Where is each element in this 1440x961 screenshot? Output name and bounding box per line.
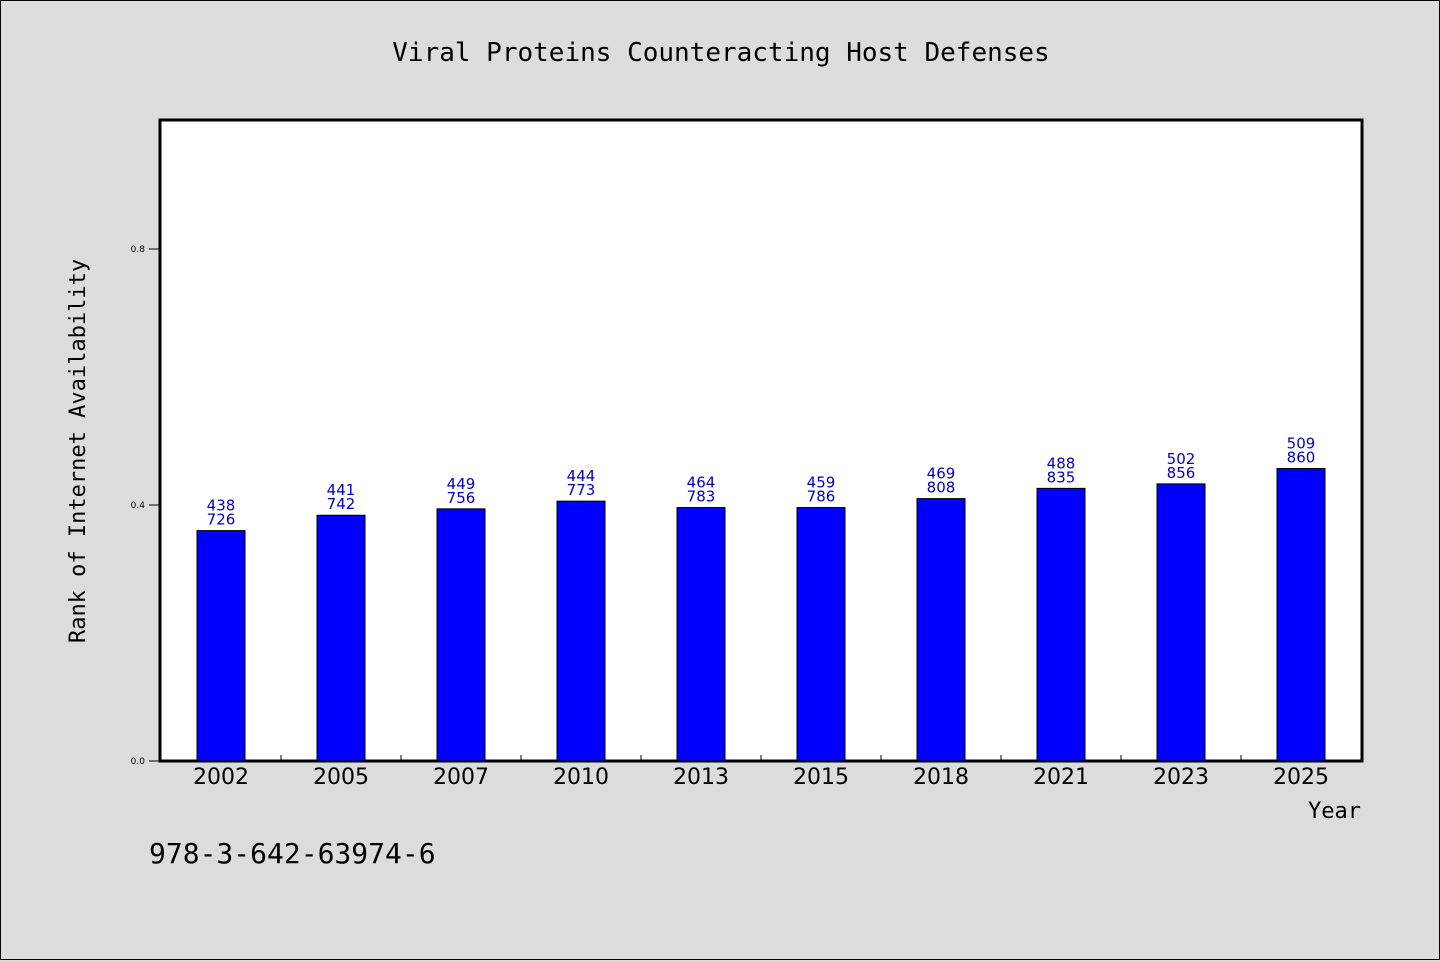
y-tick-label: 0.0	[131, 757, 146, 767]
x-ticks-group: 2002 2005 2007 2010 2013 2015 2018 2021 2023 2025	[193, 755, 1329, 790]
bar-2021	[1036, 487, 1086, 762]
chart-title: Viral Proteins Counteracting Host Defens…	[392, 38, 1049, 68]
y-ticks-group: 0.0 0.4 0.8	[131, 245, 161, 767]
data-label-top-2023: 502	[1167, 450, 1196, 468]
x-tick-label-2010: 2010	[553, 765, 609, 790]
bar-2005	[316, 514, 366, 762]
data-label-bottom-2025: 860	[1287, 449, 1316, 467]
bar-2002	[196, 530, 246, 762]
data-label-top-2021: 488	[1047, 454, 1076, 472]
y-axis-label: Rank of Internet Availability	[66, 259, 91, 643]
data-label-bottom-2015: 786	[807, 488, 836, 506]
x-tick-label-2021: 2021	[1033, 765, 1089, 790]
bar-2010	[556, 500, 606, 762]
x-tick-label-2007: 2007	[433, 765, 489, 790]
data-label-bottom-2007: 756	[447, 489, 476, 507]
bar-2007	[436, 508, 486, 762]
x-tick-label-2002: 2002	[193, 765, 249, 790]
data-label-top-2018: 469	[927, 465, 956, 483]
bar-2015	[796, 507, 846, 762]
x-tick-label-2005: 2005	[313, 765, 369, 790]
y-tick-label: 0.4	[131, 501, 146, 511]
x-tick-label-2025: 2025	[1273, 765, 1329, 790]
data-label-top-2007: 449	[447, 475, 476, 493]
data-label-top-2010: 444	[567, 467, 596, 485]
data-label-top-2013: 464	[687, 474, 716, 492]
data-label-top-2005: 441	[327, 481, 356, 499]
y-tick-label: 0.8	[131, 245, 146, 255]
data-label-bottom-2013: 783	[687, 488, 716, 506]
bar-2025	[1276, 468, 1326, 762]
data-label-bottom-2010: 773	[567, 481, 596, 499]
data-label-bottom-2002: 726	[207, 511, 236, 529]
data-label-top-2025: 509	[1287, 435, 1316, 453]
data-label-bottom-2021: 835	[1047, 468, 1076, 486]
x-tick-label-2023: 2023	[1153, 765, 1209, 790]
bar-2013	[676, 507, 726, 762]
isbn-annotation: 978-3-642-63974-6	[149, 837, 436, 870]
data-label-bottom-2018: 808	[927, 479, 956, 497]
bar-2018	[916, 498, 966, 762]
data-label-bottom-2023: 856	[1167, 464, 1196, 482]
data-label-top-2015: 459	[807, 474, 836, 492]
bars-group	[196, 468, 1326, 762]
bar-2023	[1156, 483, 1206, 762]
x-tick-label-2015: 2015	[793, 765, 849, 790]
data-label-bottom-2005: 742	[327, 495, 356, 513]
x-tick-label-2013: 2013	[673, 765, 729, 790]
x-tick-label-2018: 2018	[913, 765, 969, 790]
x-axis-label: Year	[1308, 799, 1361, 824]
data-label-top-2002: 438	[207, 497, 236, 515]
